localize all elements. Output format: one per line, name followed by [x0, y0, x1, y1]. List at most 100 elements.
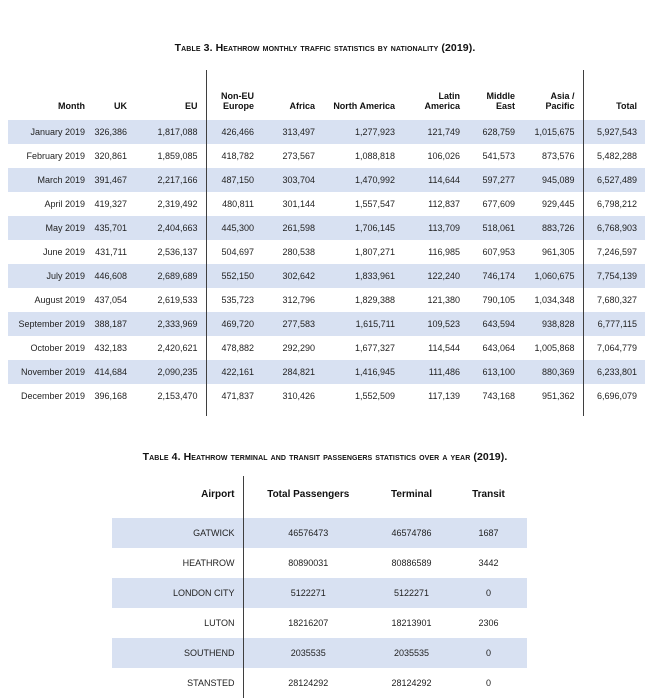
column-header: EU: [184, 101, 198, 111]
value-cell: 613,100: [468, 360, 523, 384]
table-row: LONDON CITY 5122271 5122271 0: [112, 578, 527, 608]
row-label-cell: January 2019: [8, 120, 93, 144]
value-cell: 1,060,675: [523, 264, 583, 288]
value-cell: 261,598: [262, 216, 323, 240]
row-label-cell: June 2019: [42, 247, 85, 257]
table-rule-extension: [8, 408, 645, 416]
value-cell: 414,684: [93, 360, 135, 384]
value-cell: 6,768,903: [582, 216, 645, 240]
row-label-cell: STANSTED: [187, 678, 235, 688]
value-cell: 518,061: [468, 216, 523, 240]
spacer-cell: [523, 408, 583, 416]
value-cell: 2035535: [373, 638, 450, 668]
value-cell: 2,420,621: [157, 343, 198, 353]
table-row: September 2019 388,187 2,333,969 469,720 277…: [8, 312, 645, 336]
row-label-cell: GATWICK: [112, 518, 243, 548]
value-cell: 301,144: [282, 199, 315, 209]
table3-body: January 2019 326,386 1,817,088 426,466 313,4…: [8, 120, 645, 416]
table-row: August 2019 437,054 2,619,533 535,723 312,79…: [8, 288, 645, 312]
column-header: Airport: [201, 488, 235, 500]
table4-caption: Table 4. Heathrow terminal and transit p…: [142, 451, 508, 463]
value-cell: 2,333,969: [135, 312, 206, 336]
value-cell: 938,828: [523, 312, 583, 336]
value-cell: 426,466: [205, 120, 262, 144]
column-header: Africa: [289, 101, 315, 111]
column-header: UK: [114, 101, 127, 111]
table-row: April 2019 419,327 2,319,492 480,811 301,144…: [8, 192, 645, 216]
value-cell: 122,240: [403, 264, 468, 288]
table3-caption: Table 3. Heathrow monthly traffic statis…: [174, 42, 476, 54]
value-cell: 121,749: [403, 120, 468, 144]
value-cell: 312,796: [282, 295, 315, 305]
value-cell: 388,187: [93, 312, 135, 336]
table-row: October 2019 432,183 2,420,621 478,882 292,2…: [8, 336, 645, 360]
table4-body: GATWICK 46576473 46574786 1687 HEATHROW 80890…: [112, 518, 527, 698]
value-cell: 113,709: [403, 216, 468, 240]
value-cell: 418,782: [205, 144, 262, 168]
value-cell: 5122271: [242, 578, 373, 608]
value-cell: 607,953: [482, 247, 515, 257]
row-label-cell: LONDON CITY: [112, 578, 243, 608]
value-cell: 471,837: [205, 384, 262, 408]
column-header: Month: [58, 101, 85, 111]
value-cell: 18216207: [242, 608, 373, 638]
column-header: Non-EU Europe: [205, 70, 262, 120]
value-cell: 313,497: [262, 120, 323, 144]
row-label-cell: July 2019: [8, 264, 93, 288]
value-cell: 480,811: [205, 192, 262, 216]
value-cell: 1687: [450, 518, 527, 548]
value-cell: 677,609: [482, 199, 515, 209]
value-cell: 437,054: [94, 295, 127, 305]
value-cell: 6,696,079: [582, 384, 645, 408]
value-cell: 432,183: [94, 343, 127, 353]
value-cell: 6,527,489: [582, 168, 645, 192]
table3-header: Month UK EU Non-EU Europe Africa North Americ…: [8, 70, 645, 120]
row-label-cell: HEATHROW: [182, 558, 235, 568]
value-cell: 7,680,327: [582, 288, 645, 312]
value-cell: 80886589: [391, 558, 432, 568]
value-cell: 435,701: [93, 216, 135, 240]
column-header: North America: [333, 101, 395, 111]
row-label-cell: April 2019: [44, 199, 85, 209]
value-cell: 121,380: [427, 295, 460, 305]
value-cell: 535,723: [205, 288, 262, 312]
spacer-cell: [468, 408, 523, 416]
table-row: July 2019 446,608 2,689,689 552,150 302,642 1…: [8, 264, 645, 288]
row-label-cell: March 2019: [8, 168, 93, 192]
value-cell: 541,573: [482, 151, 515, 161]
value-cell: 0: [485, 678, 491, 688]
value-cell: 883,726: [523, 216, 583, 240]
value-cell: 487,150: [205, 168, 262, 192]
value-cell: 7,064,779: [582, 336, 645, 360]
value-cell: 1,015,675: [523, 120, 583, 144]
value-cell: 277,583: [262, 312, 323, 336]
value-cell: 7,754,139: [582, 264, 645, 288]
value-cell: 1,005,868: [534, 343, 575, 353]
value-cell: 1,829,388: [354, 295, 395, 305]
column-header: Terminal: [391, 488, 432, 500]
value-cell: 18213901: [391, 618, 432, 628]
value-cell: 396,168: [94, 391, 127, 401]
value-cell: 310,426: [282, 391, 315, 401]
value-cell: 1,552,509: [354, 391, 395, 401]
table3-monthly-traffic: Month UK EU Non-EU Europe Africa North Americ…: [8, 70, 645, 416]
table-row: GATWICK 46576473 46574786 1687: [112, 518, 527, 548]
value-cell: 951,362: [541, 391, 575, 401]
value-cell: 446,608: [93, 264, 135, 288]
value-cell: 1,557,547: [354, 199, 395, 209]
spacer-cell: [93, 408, 135, 416]
value-cell: 1,677,327: [354, 343, 395, 353]
value-cell: 504,697: [205, 240, 262, 264]
row-label-cell: SOUTHEND: [112, 638, 243, 668]
header-row: Month UK EU Non-EU Europe Africa North Americ…: [8, 70, 645, 120]
table-row: January 2019 326,386 1,817,088 426,466 313,4…: [8, 120, 645, 144]
row-label-cell: February 2019: [26, 151, 85, 161]
value-cell: 643,064: [482, 343, 515, 353]
value-cell: 1,088,818: [354, 151, 395, 161]
value-cell: 2306: [478, 618, 499, 628]
value-cell: 1,817,088: [135, 120, 206, 144]
value-cell: 1,277,923: [323, 120, 403, 144]
value-cell: 6,777,115: [582, 312, 645, 336]
row-label-cell: LUTON: [204, 618, 235, 628]
table-row: February 2019 320,861 1,859,085 418,782 273,…: [8, 144, 645, 168]
